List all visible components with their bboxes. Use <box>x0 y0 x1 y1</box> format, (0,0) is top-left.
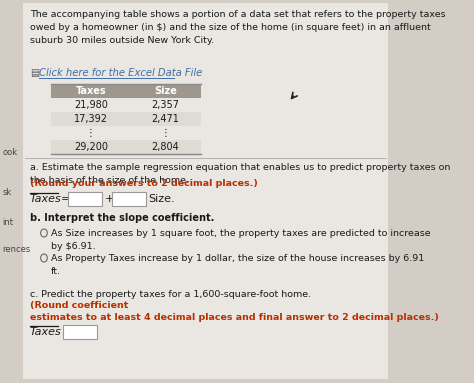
Text: sk: sk <box>2 188 12 197</box>
Text: As Property Taxes increase by 1 dollar, the size of the house increases by 6.91
: As Property Taxes increase by 1 dollar, … <box>51 254 424 275</box>
Text: Click here for the Excel Data File: Click here for the Excel Data File <box>39 68 202 78</box>
Text: 2,471: 2,471 <box>152 114 179 124</box>
Text: 29,200: 29,200 <box>74 142 108 152</box>
Text: b. Interpret the slope coefficient.: b. Interpret the slope coefficient. <box>30 213 214 223</box>
FancyBboxPatch shape <box>51 84 201 98</box>
FancyBboxPatch shape <box>51 112 201 126</box>
Text: Size.: Size. <box>148 194 175 204</box>
Text: +: + <box>104 194 114 204</box>
Text: c. Predict the property taxes for a 1,600-square-foot home.: c. Predict the property taxes for a 1,60… <box>30 290 314 299</box>
FancyBboxPatch shape <box>68 192 102 206</box>
Text: Taxes: Taxes <box>30 327 62 337</box>
Text: int: int <box>2 218 13 227</box>
Text: (Round coefficient
estimates to at least 4 decimal places and final answer to 2 : (Round coefficient estimates to at least… <box>30 301 439 322</box>
FancyBboxPatch shape <box>63 324 97 339</box>
Text: 2,804: 2,804 <box>152 142 179 152</box>
Text: 2,357: 2,357 <box>151 100 180 110</box>
FancyBboxPatch shape <box>51 140 201 154</box>
Text: Size: Size <box>154 86 177 96</box>
Text: ⋮: ⋮ <box>86 128 96 138</box>
Text: The accompanying table shows a portion of a data set that refers to the property: The accompanying table shows a portion o… <box>30 10 446 45</box>
Text: rences: rences <box>2 245 31 254</box>
Text: Taxes: Taxes <box>30 194 62 204</box>
Text: As Size increases by 1 square foot, the property taxes are predicted to increase: As Size increases by 1 square foot, the … <box>51 229 430 250</box>
Text: ▤: ▤ <box>30 68 39 78</box>
FancyBboxPatch shape <box>51 126 201 140</box>
Text: Taxes: Taxes <box>75 86 106 96</box>
Text: ⋮: ⋮ <box>161 128 170 138</box>
Text: 21,980: 21,980 <box>74 100 108 110</box>
Text: (Round your answers to 2 decimal places.): (Round your answers to 2 decimal places.… <box>30 179 258 188</box>
FancyBboxPatch shape <box>23 3 388 379</box>
Text: a. Estimate the sample regression equation that enables us to predict property t: a. Estimate the sample regression equati… <box>30 163 450 185</box>
Text: ook: ook <box>2 148 18 157</box>
Text: 17,392: 17,392 <box>74 114 108 124</box>
Text: =: = <box>61 194 70 204</box>
FancyBboxPatch shape <box>111 192 146 206</box>
FancyBboxPatch shape <box>51 98 201 112</box>
